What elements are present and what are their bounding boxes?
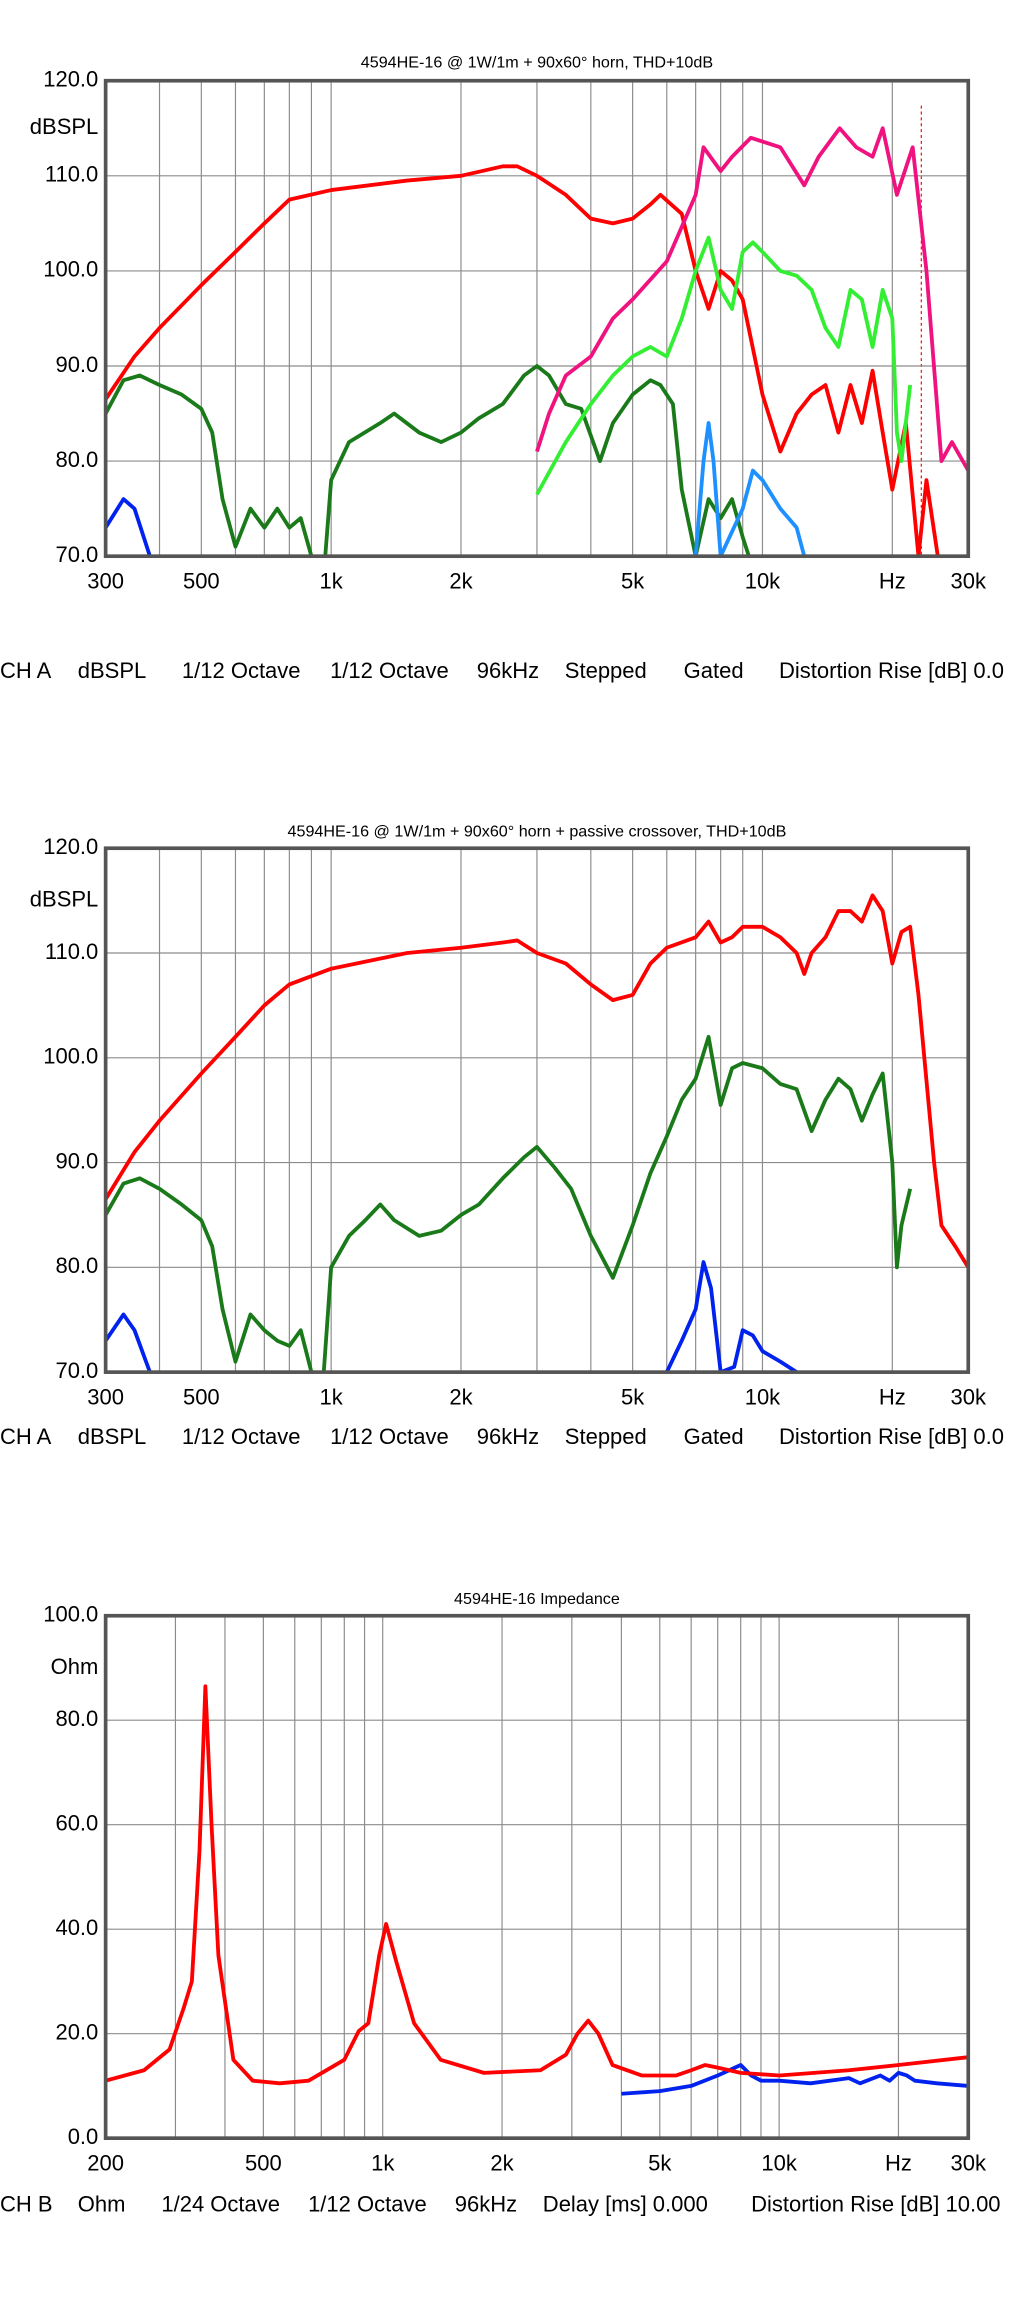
footer-text: 1/12 Octave [182, 658, 301, 683]
footer-text: Ohm [78, 2191, 126, 2216]
x-tick-label: 500 [183, 568, 220, 593]
y-tick-label: 90.0 [55, 352, 98, 377]
chart-title: 4594HE-16 @ 1W/1m + 90x60° horn + passiv… [288, 822, 787, 840]
y-tick-label: 40.0 [55, 1915, 98, 1940]
x-tick-label: 10k [761, 2150, 797, 2175]
footer-text: Distortion Rise [dB] 0.0 [779, 1424, 1004, 1449]
footer-text: 1/12 Octave [330, 1424, 449, 1449]
x-tick-label: 1k [320, 568, 344, 593]
footer-text: 1/12 Octave [308, 2191, 427, 2216]
series-line [693, 421, 807, 557]
y-tick-label: 120.0 [43, 834, 98, 859]
x-tick-label: 5k [648, 2150, 672, 2175]
series-line [105, 164, 940, 557]
series-line [665, 1260, 798, 1373]
y-axis-label: Ohm [51, 1654, 99, 1679]
footer-text: Stepped [565, 1424, 647, 1449]
series-line [621, 2063, 969, 2096]
x-tick-label: 300 [87, 568, 124, 593]
x-tick-label: 5k [621, 568, 645, 593]
series-line [105, 1684, 969, 2086]
footer-text: Gated [684, 1424, 744, 1449]
footer-text: 1/12 Octave [182, 1424, 301, 1449]
y-tick-label: 100.0 [43, 1044, 98, 1069]
plot-frame [103, 78, 971, 559]
x-tick-label: Hz [885, 2150, 912, 2175]
x-tick-label: Hz [879, 1384, 906, 1409]
x-tick-label: 2k [449, 568, 473, 593]
y-tick-label: 70.0 [55, 1358, 98, 1383]
x-tick-label: 1k [320, 1384, 344, 1409]
x-tick-label: 30k [951, 568, 987, 593]
footer-text: Delay [ms] 0.000 [543, 2191, 708, 2216]
x-tick-label: 1k [371, 2150, 395, 2175]
chart-title: 4594HE-16 Impedance [454, 1590, 620, 1608]
footer-text: dBSPL [78, 1424, 146, 1449]
x-tick-label: 30k [951, 2150, 987, 2175]
footer-text: Distortion Rise [dB] 10.00 [751, 2191, 1000, 2216]
series-line [535, 126, 969, 472]
y-tick-label: 100.0 [43, 1602, 98, 1627]
series-line [105, 497, 152, 557]
series-line [105, 1034, 913, 1373]
footer-text: 96kHz [455, 2191, 517, 2216]
y-axis-label: dBSPL [30, 886, 98, 911]
x-tick-label: 5k [621, 1384, 645, 1409]
y-tick-label: 110.0 [45, 939, 98, 964]
footer-text: dBSPL [78, 658, 146, 683]
plot-frame [103, 846, 971, 1374]
footer-text: 96kHz [477, 658, 539, 683]
x-tick-label: 2k [490, 2150, 514, 2175]
footer-text: CH B [0, 2191, 53, 2216]
x-tick-label: 2k [449, 1384, 473, 1409]
y-tick-label: 70.0 [55, 542, 98, 567]
series-line [535, 235, 913, 496]
y-tick-label: 80.0 [55, 447, 98, 472]
y-tick-label: 60.0 [55, 1811, 98, 1836]
x-tick-label: 300 [87, 1384, 124, 1409]
y-axis-label: dBSPL [30, 114, 98, 139]
plot-frame [103, 1613, 971, 2141]
footer-text: 1/24 Octave [161, 2191, 280, 2216]
x-tick-label: 500 [245, 2150, 282, 2175]
footer-text: 96kHz [477, 1424, 539, 1449]
y-tick-label: 100.0 [43, 257, 98, 282]
y-tick-label: 20.0 [55, 2019, 98, 2044]
x-tick-label: Hz [879, 568, 906, 593]
y-tick-label: 80.0 [55, 1706, 98, 1731]
y-tick-label: 80.0 [55, 1253, 98, 1278]
footer-text: Stepped [565, 658, 647, 683]
y-tick-label: 110.0 [45, 162, 98, 187]
y-tick-label: 0.0 [68, 2124, 99, 2149]
footer-text: CH A [0, 658, 52, 683]
y-tick-label: 90.0 [55, 1148, 98, 1173]
x-tick-label: 10k [745, 568, 781, 593]
footer-text: CH A [0, 1424, 52, 1449]
footer-text: 1/12 Octave [330, 658, 449, 683]
x-tick-label: 10k [745, 1384, 781, 1409]
series-line [105, 1312, 152, 1373]
x-tick-label: 30k [951, 1384, 987, 1409]
footer-text: Distortion Rise [dB] 0.0 [779, 658, 1004, 683]
series-line [105, 893, 969, 1269]
series-line [105, 364, 751, 557]
chart-title: 4594HE-16 @ 1W/1m + 90x60° horn, THD+10d… [361, 53, 713, 71]
footer-text: Gated [684, 658, 744, 683]
y-tick-label: 120.0 [43, 67, 98, 92]
x-tick-label: 200 [87, 2150, 124, 2175]
x-tick-label: 500 [183, 1384, 220, 1409]
